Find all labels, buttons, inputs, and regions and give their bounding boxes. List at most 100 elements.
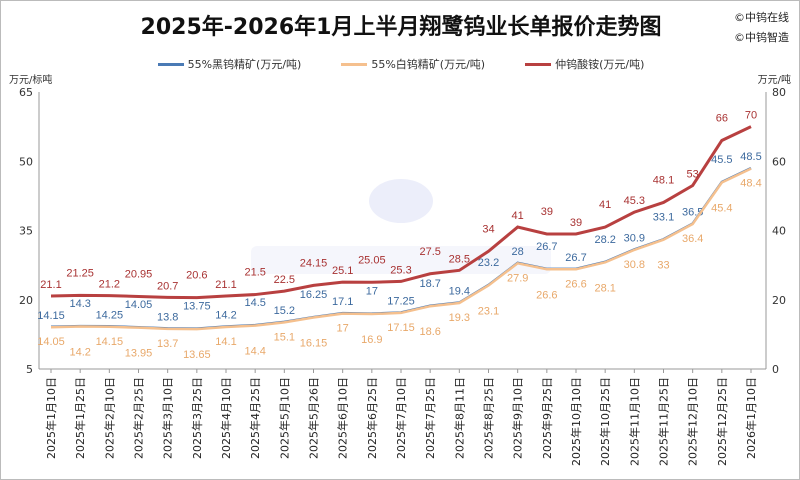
data-label: 26.6 bbox=[565, 278, 586, 290]
left-tick-label: 20 bbox=[19, 294, 33, 307]
data-label: 14.3 bbox=[69, 298, 90, 310]
x-tick-label: 2025年5月10日 bbox=[277, 377, 291, 459]
data-label: 14.05 bbox=[125, 299, 153, 311]
data-label: 15.2 bbox=[274, 305, 295, 317]
data-label: 14.2 bbox=[69, 347, 90, 359]
data-label: 21.1 bbox=[215, 279, 236, 291]
data-label: 20.7 bbox=[157, 280, 178, 292]
x-tick-label: 2025年4月25日 bbox=[248, 377, 262, 459]
data-label: 25.05 bbox=[358, 254, 386, 266]
x-tick-label: 2025年3月10日 bbox=[161, 377, 175, 459]
data-label: 25.3 bbox=[390, 264, 411, 276]
data-label: 48.4 bbox=[740, 178, 761, 190]
x-tick-label: 2025年6月25日 bbox=[365, 377, 379, 459]
data-label: 66 bbox=[716, 112, 728, 124]
x-tick-label: 2025年6月10日 bbox=[336, 377, 350, 459]
data-label: 14.4 bbox=[244, 346, 265, 358]
right-tick-label: 80 bbox=[772, 86, 786, 99]
data-label: 26.7 bbox=[536, 241, 557, 253]
x-tick-label: 2025年10月10日 bbox=[569, 377, 583, 466]
series-line-1 bbox=[50, 167, 752, 331]
data-label: 39 bbox=[570, 217, 582, 229]
legend-swatch bbox=[341, 62, 368, 66]
data-label: 13.7 bbox=[157, 338, 178, 350]
data-label: 17.15 bbox=[387, 322, 415, 334]
data-label: 45.4 bbox=[711, 202, 732, 214]
data-label: 15.1 bbox=[274, 331, 295, 343]
data-label: 45.5 bbox=[711, 154, 732, 166]
data-label: 18.7 bbox=[419, 278, 440, 290]
data-label: 14.25 bbox=[96, 309, 124, 321]
data-label: 14.15 bbox=[96, 336, 124, 348]
legend: 55%黑钨精矿(万元/吨) 55%白钨精矿(万元/吨) 仲钨酸铵(万元/吨) bbox=[1, 56, 799, 72]
data-label: 21.2 bbox=[99, 279, 120, 291]
x-tick-label: 2025年8月25日 bbox=[482, 377, 496, 459]
data-label: 14.1 bbox=[215, 336, 236, 348]
data-label: 27.5 bbox=[419, 246, 440, 258]
left-tick-label: 35 bbox=[19, 225, 33, 238]
data-label: 70 bbox=[745, 110, 757, 122]
data-label: 14.15 bbox=[37, 310, 65, 322]
data-label: 34 bbox=[482, 223, 494, 235]
data-label: 13.95 bbox=[125, 348, 153, 360]
data-label: 28.5 bbox=[449, 253, 470, 265]
data-label: 26.6 bbox=[536, 289, 557, 301]
data-label: 17.1 bbox=[332, 296, 353, 308]
data-label: 14.5 bbox=[244, 297, 265, 309]
legend-item: 仲钨酸铵(万元/吨) bbox=[525, 56, 644, 72]
legend-label: 55%黑钨精矿(万元/吨) bbox=[187, 58, 302, 71]
left-tick-label: 5 bbox=[26, 363, 33, 376]
legend-swatch bbox=[157, 62, 184, 66]
data-label: 17.25 bbox=[387, 295, 415, 307]
x-tick-label: 2025年8月11日 bbox=[452, 377, 466, 459]
data-label: 16.25 bbox=[300, 289, 328, 301]
left-tick-label: 50 bbox=[19, 155, 33, 168]
copyright-1: ©中钨在线 bbox=[734, 11, 789, 24]
left-tick-label: 65 bbox=[19, 86, 33, 99]
data-label: 17 bbox=[337, 323, 349, 335]
data-label: 21.25 bbox=[66, 267, 94, 279]
data-label: 21.1 bbox=[40, 279, 61, 291]
x-tick-label: 2025年10月25日 bbox=[598, 377, 612, 466]
data-label: 14.2 bbox=[215, 310, 236, 322]
x-tick-label: 2025年2月10日 bbox=[102, 377, 116, 459]
x-tick-label: 2025年1月25日 bbox=[73, 377, 87, 459]
watermark-logo-shape bbox=[369, 179, 433, 223]
x-tick-label: 2025年4月10日 bbox=[219, 377, 233, 459]
x-tick-label: 2025年12月10日 bbox=[686, 377, 700, 466]
right-tick-label: 0 bbox=[772, 363, 779, 376]
legend-item: 55%黑钨精矿(万元/吨) bbox=[157, 56, 302, 72]
legend-label: 仲钨酸铵(万元/吨) bbox=[555, 58, 645, 71]
data-label: 13.65 bbox=[183, 349, 211, 361]
data-label: 41 bbox=[512, 210, 524, 222]
data-label: 25.1 bbox=[332, 265, 353, 277]
data-label: 39 bbox=[541, 206, 553, 218]
x-tick-label: 2025年9月25日 bbox=[540, 377, 554, 459]
x-tick-label: 2025年2月25日 bbox=[132, 377, 146, 459]
data-label: 23.1 bbox=[478, 305, 499, 317]
data-label: 45.3 bbox=[624, 195, 645, 207]
x-tick-label: 2025年3月25日 bbox=[190, 377, 204, 459]
chart-title: 2025年-2026年1月上半月翔鹭钨业长单报价走势图 bbox=[140, 15, 662, 40]
data-label: 30.8 bbox=[624, 259, 645, 271]
legend-item: 55%白钨精矿(万元/吨) bbox=[341, 56, 485, 72]
data-label: 13.75 bbox=[183, 301, 211, 313]
data-label: 20.6 bbox=[186, 270, 207, 282]
data-label: 33 bbox=[657, 260, 669, 272]
right-tick-label: 60 bbox=[772, 155, 786, 168]
data-label: 48.5 bbox=[740, 151, 761, 163]
x-tick-label: 2025年11月10日 bbox=[627, 377, 641, 466]
left-axis-unit: 万元/标吨 bbox=[9, 75, 53, 86]
data-label: 24.15 bbox=[300, 257, 328, 269]
data-label: 27.9 bbox=[507, 272, 528, 284]
x-tick-label: 2025年7月25日 bbox=[423, 377, 437, 459]
data-label: 19.3 bbox=[449, 312, 470, 324]
data-label: 22.5 bbox=[274, 274, 295, 286]
data-label: 21.5 bbox=[244, 267, 265, 279]
data-label: 13.8 bbox=[157, 311, 178, 323]
legend-swatch bbox=[525, 62, 552, 66]
copyright-2: ©中钨智造 bbox=[734, 31, 789, 44]
data-label: 20.95 bbox=[125, 268, 153, 280]
